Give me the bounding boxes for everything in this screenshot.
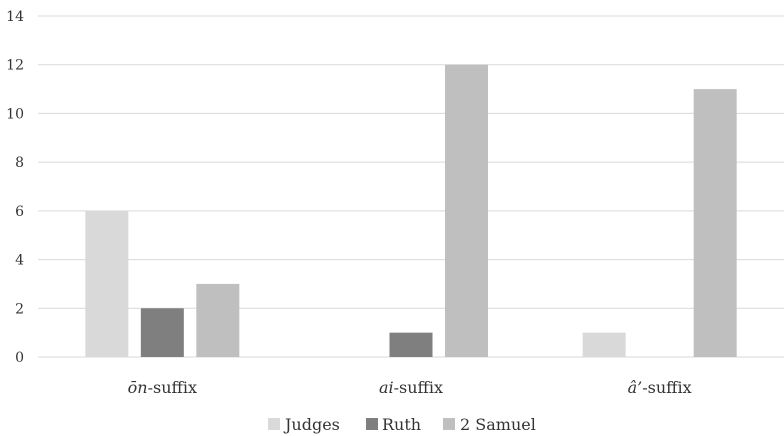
y-tick-label-4: 4 [15, 253, 24, 269]
x-axis-category-labels: ōn-suffix ai-suffix â’-suffix [128, 378, 692, 397]
y-tick-label-14: 14 [6, 9, 24, 25]
bar-2-samuel-0 [196, 283, 240, 357]
legend-swatch-judges [268, 418, 280, 430]
legend-swatch-2-samuel [443, 418, 455, 430]
y-tick-label-12: 12 [6, 58, 24, 74]
y-tick-label-10: 10 [6, 106, 24, 122]
x-category-label-1: ai-suffix [379, 378, 443, 397]
bar-ruth-0 [140, 308, 184, 357]
legend: Judges Ruth 2 Samuel [268, 415, 536, 434]
legend-label-2-samuel: 2 Samuel [460, 415, 536, 434]
bars [85, 64, 737, 358]
y-axis-tick-labels: 0 2 4 6 8 10 12 14 [6, 9, 24, 366]
bar-2-samuel-2 [693, 89, 737, 358]
legend-label-judges: Judges [283, 415, 340, 434]
bar-ruth-1 [389, 332, 433, 357]
x-category-label-0: ōn-suffix [128, 378, 197, 397]
y-tick-label-8: 8 [15, 155, 24, 171]
y-tick-label-6: 6 [15, 204, 24, 220]
x-category-label-2: â’-suffix [628, 378, 692, 397]
legend-swatch-ruth [366, 418, 378, 430]
legend-label-ruth: Ruth [382, 415, 421, 434]
bar-2-samuel-1 [445, 64, 488, 357]
y-tick-label-0: 0 [15, 350, 24, 366]
gridlines [38, 15, 784, 358]
bar-judges-2 [582, 332, 626, 357]
y-tick-label-2: 2 [15, 301, 24, 317]
bar-judges-0 [85, 210, 129, 357]
